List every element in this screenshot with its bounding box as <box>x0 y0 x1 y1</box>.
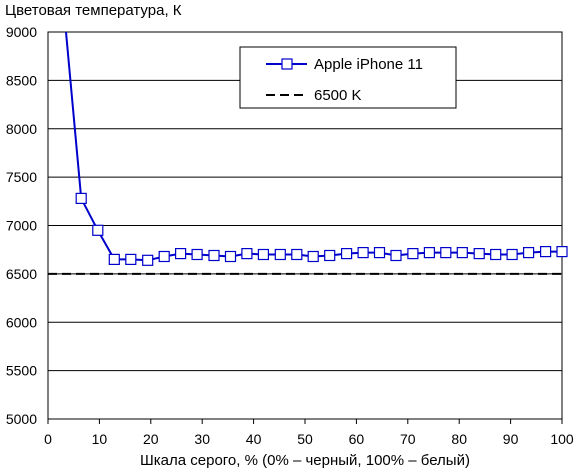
data-point-26 <box>506 248 518 261</box>
legend-label-iphone: Apple iPhone 11 <box>314 56 423 73</box>
plot-frame <box>47 31 563 420</box>
y-tick-label-0: 5000 <box>6 411 37 427</box>
data-point-27 <box>522 247 535 259</box>
y-tick-label-3: 6500 <box>6 266 37 282</box>
data-point-13 <box>291 248 303 261</box>
x-tick-label-6: 60 <box>349 431 365 447</box>
y-tick-label-6: 8000 <box>6 121 37 137</box>
data-point-5 <box>158 250 170 263</box>
y-tick-label-1: 5500 <box>6 363 37 379</box>
x-tick-label-4: 40 <box>246 431 262 447</box>
legend-box <box>239 46 457 109</box>
x-tick-label-2: 20 <box>143 431 159 447</box>
data-point-24 <box>473 248 485 260</box>
x-axis-title: Шкала серого, % (0% – черный, 100% – бел… <box>140 452 470 469</box>
data-point-7 <box>191 248 203 261</box>
data-point-19 <box>390 249 402 262</box>
x-tick-label-7: 70 <box>400 431 416 447</box>
data-point-0 <box>75 192 87 204</box>
y-axis-title: Цветовая температура, К <box>5 2 182 19</box>
data-point-1 <box>92 224 104 236</box>
data-point-12 <box>274 248 286 261</box>
legend-label-6500k: 6500 K <box>314 87 362 104</box>
x-tick-label-5: 50 <box>297 431 313 447</box>
legend-marker-iphone <box>281 58 293 70</box>
data-point-20 <box>407 248 419 260</box>
data-point-18 <box>373 247 386 259</box>
x-tick-label-1: 10 <box>92 431 108 447</box>
y-tick-label-5: 7500 <box>6 169 37 185</box>
data-point-8 <box>208 249 220 262</box>
data-point-3 <box>125 253 137 265</box>
data-point-10 <box>241 248 253 260</box>
data-point-21 <box>423 247 435 259</box>
y-tick-labels: 5000 5500 6000 6500 7000 7500 8000 8500 9000 <box>6 24 37 427</box>
data-point-6 <box>175 248 187 260</box>
x-tick-label-0: 0 <box>44 431 52 447</box>
x-tick-labels: 0 10 20 30 40 50 60 70 80 90 100 <box>44 419 574 447</box>
data-point-9 <box>224 250 237 263</box>
data-point-28 <box>539 246 552 258</box>
x-tick-label-3: 30 <box>194 431 210 447</box>
data-point-17 <box>357 247 369 259</box>
y-tick-label-8: 9000 <box>6 24 37 40</box>
data-point-2 <box>108 253 120 265</box>
series-layer <box>48 31 568 275</box>
data-point-15 <box>324 249 336 262</box>
data-point-25 <box>490 248 502 261</box>
data-point-4 <box>142 254 154 266</box>
legend: Apple iPhone 11 6500 K <box>239 46 457 109</box>
data-point-14 <box>307 250 319 263</box>
y-tick-label-4: 7000 <box>6 218 37 234</box>
y-tick-label-2: 6000 <box>6 314 37 330</box>
data-point-22 <box>440 247 452 259</box>
data-point-16 <box>341 248 353 260</box>
data-point-29 <box>556 246 568 258</box>
x-tick-label-8: 80 <box>451 431 467 447</box>
y-tick-label-7: 8500 <box>6 72 37 88</box>
x-tick-label-9: 90 <box>503 431 519 447</box>
data-point-11 <box>257 248 269 261</box>
x-tick-label-10: 100 <box>550 431 574 447</box>
data-point-23 <box>456 247 468 259</box>
